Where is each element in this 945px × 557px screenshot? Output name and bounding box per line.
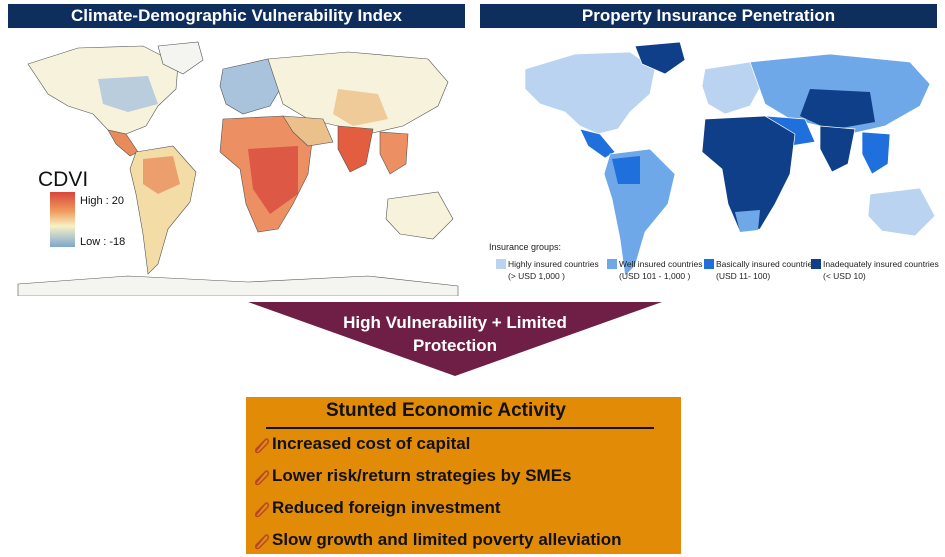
legend-swatch	[607, 259, 617, 269]
legend-range: (> USD 1,000 )	[508, 271, 565, 281]
legend-item-inadequately-insured: Inadequately insured countries (< USD 10…	[811, 258, 939, 282]
economic-impact-title: Stunted Economic Activity	[326, 400, 566, 421]
legend-label: Basically insured countries	[716, 259, 817, 269]
cdvi-legend-high: High : 20	[80, 195, 125, 207]
economic-impact-box: Stunted Economic Activity Increased cost…	[246, 397, 681, 554]
impact-item-text: Lower risk/return strategies by SMEs	[272, 466, 572, 485]
legend-item-basically-insured: Basically insured countries (USD 11- 100…	[704, 258, 817, 282]
impact-item: Slow growth and limited poverty alleviat…	[252, 527, 622, 553]
downward-arrow	[248, 302, 662, 376]
impact-item-text: Increased cost of capital	[272, 434, 471, 453]
impact-item: Lower risk/return strategies by SMEs	[252, 463, 572, 489]
arrow-label: High Vulnerability + Limited Protection	[300, 311, 610, 357]
impact-item-text: Slow growth and limited poverty alleviat…	[272, 530, 622, 549]
cdvi-legend-title: CDVI	[38, 168, 89, 191]
cdvi-color-scale	[50, 192, 75, 247]
legend-swatch	[704, 259, 714, 269]
legend-swatch	[811, 259, 821, 269]
legend-item-well-insured: Well insured countries (USD 101 - 1,000 …	[607, 258, 703, 282]
legend-swatch	[496, 259, 506, 269]
paperclip-icon	[254, 437, 270, 453]
arrow-label-line-2: Protection	[412, 336, 498, 355]
insurance-map-title: Property Insurance Penetration	[480, 4, 937, 28]
cdvi-legend-low: Low : -18	[80, 236, 126, 248]
insurance-world-map	[480, 34, 937, 282]
legend-label: Well insured countries	[619, 259, 703, 269]
impact-item-text: Reduced foreign investment	[272, 498, 501, 517]
legend-range: (< USD 10)	[823, 271, 866, 281]
arrow-label-line-1: High Vulnerability + Limited	[343, 313, 567, 332]
legend-range: (USD 101 - 1,000 )	[619, 271, 691, 281]
legend-item-highly-insured: Highly insured countries (> USD 1,000 )	[496, 258, 599, 282]
legend-label: Highly insured countries	[508, 259, 599, 269]
impact-item: Reduced foreign investment	[252, 495, 501, 521]
legend-range: (USD 11- 100)	[716, 271, 771, 281]
title-underline	[266, 427, 654, 429]
vulnerability-map-title: Climate-Demographic Vulnerability Index	[8, 4, 465, 28]
paperclip-icon	[254, 501, 270, 517]
paperclip-icon	[254, 533, 270, 549]
legend-label: Inadequately insured countries	[823, 259, 939, 269]
insurance-legend-title: Insurance groups:	[489, 242, 562, 252]
cdvi-world-map	[8, 34, 465, 296]
impact-item: Increased cost of capital	[252, 431, 470, 457]
paperclip-icon	[254, 469, 270, 485]
